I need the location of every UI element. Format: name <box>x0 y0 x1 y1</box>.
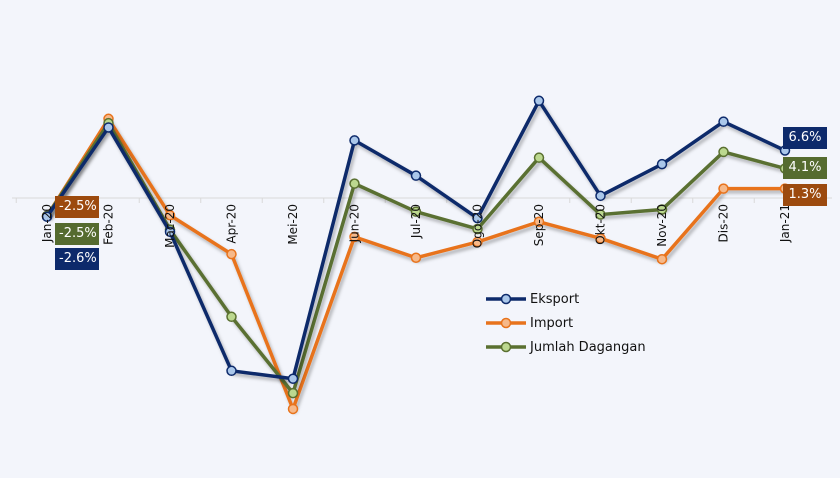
data-point-marker <box>718 146 729 158</box>
x-tick-label: Dis-20 <box>717 204 731 242</box>
eksport-line-icon <box>486 293 526 305</box>
data-point-marker <box>41 211 53 222</box>
data-point-marker <box>103 122 114 133</box>
x-tick-label: Jul-20 <box>409 204 423 239</box>
data-point-marker <box>287 373 299 384</box>
data-point-marker <box>287 403 299 415</box>
data-point-marker <box>718 116 729 127</box>
data-point-marker <box>472 212 483 224</box>
legend-item-jumlah-dagangan: Jumlah Dagangan <box>486 335 646 359</box>
x-tick-label: Ogo-20 <box>471 204 485 248</box>
x-tick-label: Jun-20 <box>348 204 362 243</box>
chart-legend: Eksport Import Jumlah Dagangan <box>486 287 646 359</box>
data-point-marker <box>656 204 668 215</box>
data-point-marker <box>410 170 422 181</box>
legend-item-eksport: Eksport <box>486 287 646 311</box>
data-label-jan20-import: -2.5% <box>55 196 99 218</box>
x-tick-label: Mei-20 <box>286 204 300 245</box>
x-tick-label: Apr-20 <box>225 204 239 244</box>
x-tick-label: Feb-20 <box>102 204 116 245</box>
import-line-icon <box>486 317 526 329</box>
data-point-marker <box>472 236 483 248</box>
data-point-marker <box>287 387 299 399</box>
data-label-jan21-import: 1.3% <box>783 184 827 206</box>
x-tick-label: Okt-20 <box>594 204 608 245</box>
data-label-jan21-eksport: 6.6% <box>783 127 827 149</box>
x-tick-label: Nov-20 <box>655 204 669 247</box>
data-point-marker <box>533 216 545 228</box>
data-point-marker <box>226 365 237 377</box>
data-point-marker <box>410 206 422 217</box>
legend-label: Import <box>530 315 574 331</box>
data-point-marker <box>718 183 729 194</box>
data-point-marker <box>349 178 360 189</box>
data-point-marker <box>656 158 668 170</box>
series-import <box>41 113 791 415</box>
data-label-jan20-eksport: -2.6% <box>55 248 99 270</box>
data-point-marker <box>226 248 237 260</box>
data-point-marker <box>410 252 422 264</box>
x-axis-ticks <box>15 198 817 203</box>
legend-item-import: Import <box>486 311 646 335</box>
data-point-marker <box>349 135 360 146</box>
series-eksport <box>41 95 791 384</box>
data-point-marker <box>226 311 237 323</box>
x-tick-label: Mac-20 <box>163 204 177 248</box>
data-point-marker <box>595 190 606 202</box>
data-label-jan21-jumlah: 4.1% <box>783 157 827 179</box>
x-axis-labels: Jan-20 Feb-20 Mac-20 Apr-20 Mei-20 Jun-20 Jul-… <box>40 204 792 248</box>
data-point-marker <box>164 226 176 238</box>
legend-label: Jumlah Dagangan <box>530 339 646 355</box>
data-point-marker <box>656 253 668 265</box>
data-point-marker <box>533 95 545 107</box>
jumlah-dagangan-line-icon <box>486 341 526 353</box>
x-tick-label: Jan-20 <box>40 204 54 243</box>
data-point-marker <box>595 209 606 220</box>
data-label-jan20-jumlah: -2.5% <box>55 223 99 245</box>
x-tick-label: Sep-20 <box>532 204 546 246</box>
x-tick-label: Jan-21 <box>778 204 792 243</box>
data-point-marker <box>533 152 545 163</box>
data-point-marker <box>472 223 483 235</box>
data-point-marker <box>164 210 176 221</box>
data-point-marker <box>595 233 606 244</box>
data-point-marker <box>349 231 360 243</box>
legend-label: Eksport <box>530 291 580 307</box>
